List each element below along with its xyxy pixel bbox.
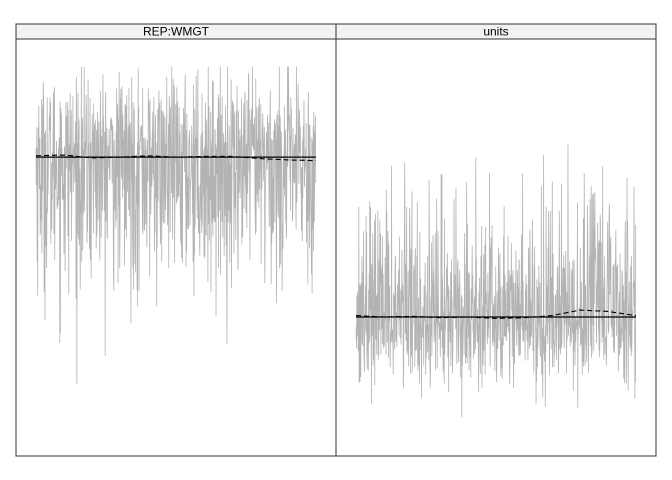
trace-series bbox=[35, 66, 317, 385]
marks-rep-wmgt bbox=[35, 66, 317, 385]
panel-rep-wmgt: REP:WMGT bbox=[15, 23, 337, 457]
panel-units: units bbox=[335, 23, 657, 457]
panel-title-rep-wmgt: REP:WMGT bbox=[143, 25, 210, 39]
running-mean-line bbox=[355, 309, 637, 319]
marks-units bbox=[355, 144, 637, 418]
panel-frame-units bbox=[335, 38, 657, 457]
trace-series bbox=[355, 144, 637, 418]
running-mean-line bbox=[35, 154, 317, 162]
panel-title-units: units bbox=[483, 25, 508, 39]
